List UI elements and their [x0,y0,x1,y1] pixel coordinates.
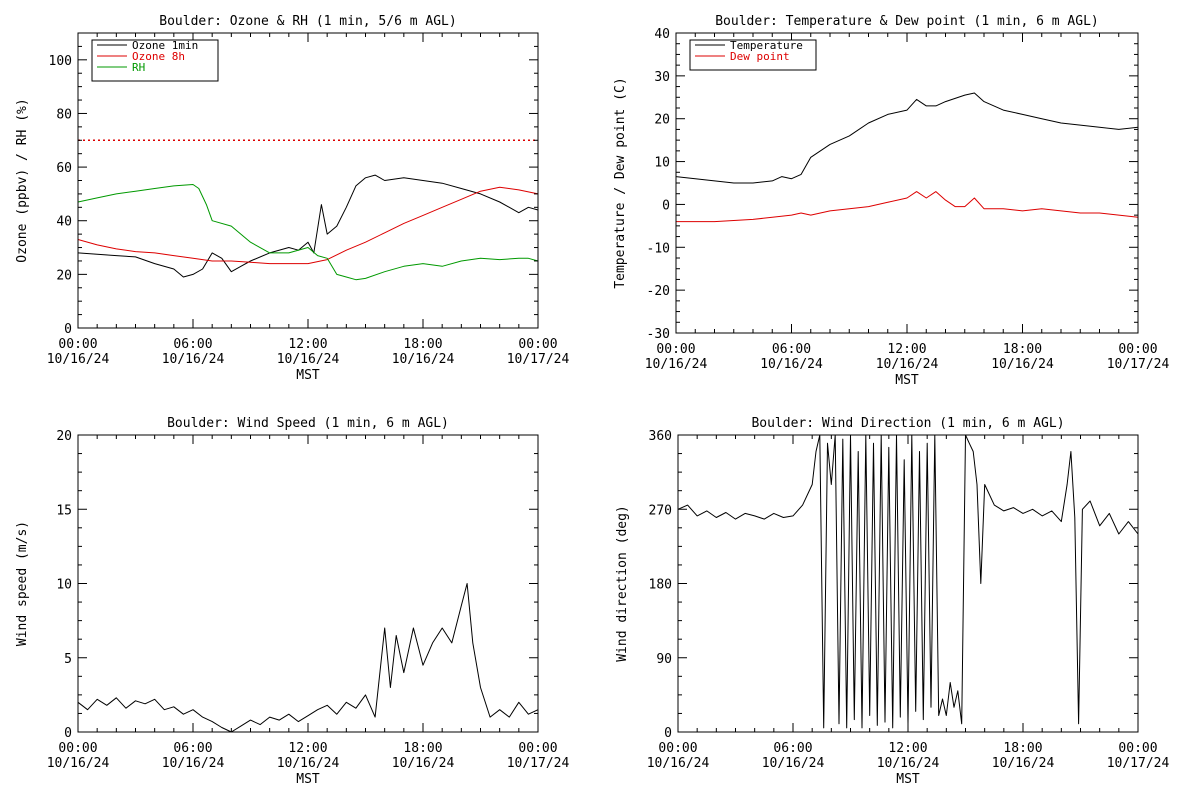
x-tick-time: 00:00 [518,741,557,756]
x-axis-label: MST [296,368,320,383]
legend-label: Ozone 8h [132,50,185,63]
x-tick-date: 10/17/24 [507,352,570,367]
x-tick-date: 10/16/24 [47,352,110,367]
y-axis-label: Wind direction (deg) [615,505,630,662]
y-tick-label: -20 [647,284,670,299]
x-tick-time: 00:00 [656,342,695,357]
y-tick-label: 100 [49,54,72,69]
x-tick-time: 12:00 [888,741,927,756]
series-line-data [677,434,1139,729]
x-tick-time: 00:00 [1118,741,1157,756]
x-tick-time: 00:00 [58,337,97,352]
x-tick-date: 10/17/24 [1107,357,1170,372]
x-tick-date: 10/16/24 [392,352,455,367]
chart-title: Boulder: Wind Direction (1 min, 6 m AGL) [751,416,1064,431]
y-tick-label: 40 [654,27,670,42]
y-tick-label: 40 [56,215,72,230]
x-tick-date: 10/16/24 [277,756,340,771]
x-axis-label: MST [296,772,320,787]
chart-title: Boulder: Temperature & Dew point (1 min,… [715,14,1099,29]
y-tick-label: 60 [56,161,72,176]
y-tick-label: 20 [654,113,670,128]
x-tick-date: 10/16/24 [392,756,455,771]
x-tick-date: 10/16/24 [47,756,110,771]
chart-temperature: Boulder: Temperature & Dew point (1 min,… [613,14,1169,388]
x-tick-date: 10/16/24 [762,756,825,771]
x-tick-time: 00:00 [658,741,697,756]
x-tick-date: 10/17/24 [1107,756,1170,771]
y-axis-label: Ozone (ppbv) / RH (%) [15,98,30,262]
chart-ozone: Boulder: Ozone & RH (1 min, 5/6 m AGL) 0 2… [15,14,569,383]
y-tick-label: 90 [656,652,672,667]
plot-frame [77,434,539,733]
y-tick-label: 5 [64,652,72,667]
y-tick-label: 30 [654,70,670,85]
legend-label: Dew point [730,50,790,63]
x-tick-time: 18:00 [403,741,442,756]
chart-windspeed: Boulder: Wind Speed (1 min, 6 m AGL) 0 5 10… [15,416,569,787]
x-tick-date: 10/16/24 [645,357,708,372]
series-line-temperature [675,92,1139,184]
y-tick-label: 10 [56,578,72,593]
chart-title: Boulder: Wind Speed (1 min, 6 m AGL) [167,416,449,431]
x-tick-date: 10/16/24 [162,756,225,771]
x-tick-time: 00:00 [1118,342,1157,357]
legend [91,39,219,82]
x-tick-date: 10/16/24 [991,357,1054,372]
x-tick-date: 10/16/24 [647,756,710,771]
legend-label: Temperature [730,39,803,52]
x-tick-date: 10/16/24 [760,357,823,372]
y-tick-label: 80 [56,107,72,122]
x-tick-time: 06:00 [772,342,811,357]
legend-label: RH [132,61,145,74]
chart-title: Boulder: Ozone & RH (1 min, 5/6 m AGL) [159,14,456,29]
x-tick-time: 18:00 [1003,741,1042,756]
x-tick-time: 00:00 [518,337,557,352]
series-line-dew-point [676,191,1139,223]
x-tick-time: 18:00 [1003,342,1042,357]
y-tick-label: -30 [647,327,670,342]
x-tick-date: 10/16/24 [877,756,940,771]
y-tick-label: 270 [649,503,672,518]
y-tick-label: 20 [56,429,72,444]
x-tick-time: 06:00 [773,741,812,756]
x-tick-time: 12:00 [288,741,327,756]
chart-winddir: Boulder: Wind Direction (1 min, 6 m AGL)… [615,416,1169,787]
y-tick-label: -10 [647,241,670,256]
y-tick-label: 10 [654,156,670,171]
y-tick-label: 0 [664,726,672,741]
y-tick-label: 20 [56,268,72,283]
x-tick-date: 10/16/24 [162,352,225,367]
x-tick-time: 12:00 [288,337,327,352]
x-tick-time: 06:00 [173,741,212,756]
x-tick-time: 06:00 [173,337,212,352]
y-tick-label: 180 [649,578,672,593]
x-tick-date: 10/16/24 [876,357,939,372]
x-axis-label: MST [896,772,920,787]
series-line-ozone-1min [77,174,539,278]
y-tick-label: 15 [56,503,72,518]
y-axis-label: Wind speed (m/s) [15,521,30,646]
x-tick-time: 00:00 [58,741,97,756]
x-tick-time: 18:00 [403,337,442,352]
series-line-data [77,583,539,733]
y-tick-label: 360 [649,429,672,444]
x-tick-date: 10/16/24 [992,756,1055,771]
y-axis-label: Temperature / Dew point (C) [613,77,628,288]
legend-label: Ozone 1min [132,39,198,52]
x-tick-time: 12:00 [887,342,926,357]
y-tick-label: 0 [64,726,72,741]
series-line-rh [77,184,539,281]
x-tick-date: 10/17/24 [507,756,570,771]
y-tick-label: 0 [64,322,72,337]
x-axis-label: MST [895,373,919,388]
x-tick-date: 10/16/24 [277,352,340,367]
y-tick-label: 0 [662,198,670,213]
series-line-ozone-8h [77,186,539,265]
